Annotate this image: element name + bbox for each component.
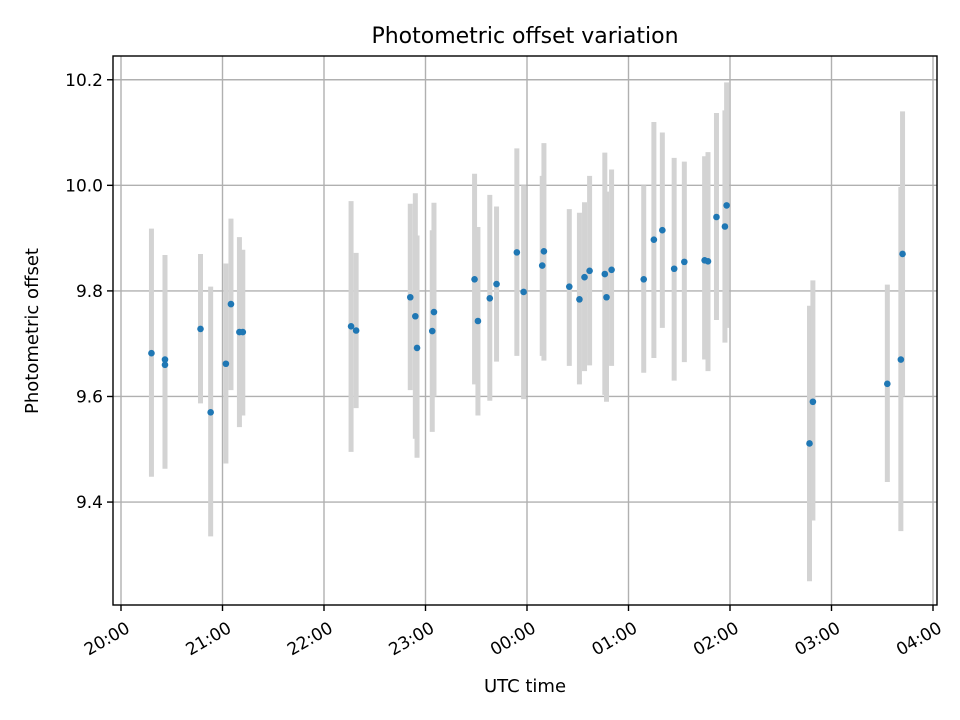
data-point	[412, 312, 419, 320]
data-point	[897, 356, 905, 363]
chart-title: Photometric offset variation	[371, 24, 678, 49]
data-point	[713, 213, 720, 221]
data-point	[586, 267, 593, 275]
data-point	[352, 327, 360, 334]
data-point	[207, 409, 214, 416]
data-point	[601, 270, 609, 278]
data-point	[581, 273, 588, 281]
x-tick-label: 21:00	[183, 618, 235, 660]
data-point	[659, 226, 666, 234]
data-point	[493, 280, 500, 288]
data-point	[428, 327, 436, 335]
data-point	[650, 236, 658, 244]
y-tick-label: 9.8	[76, 282, 103, 302]
y-tick-label: 9.4	[76, 493, 103, 513]
data-point	[723, 202, 730, 209]
data-point	[565, 283, 573, 290]
data-point	[899, 250, 906, 258]
data-point	[161, 361, 169, 369]
data-point	[197, 325, 204, 333]
data-point	[809, 398, 817, 406]
data-point	[239, 328, 247, 336]
x-tick-label: 23:00	[386, 618, 438, 660]
data-point	[474, 317, 482, 325]
x-tick-label: 04:00	[893, 618, 945, 660]
data-point	[227, 300, 235, 308]
data-point	[704, 258, 712, 265]
data-point	[721, 223, 729, 230]
plot-frame	[112, 55, 938, 606]
y-axis-label: Photometric offset	[22, 248, 43, 414]
x-tick-label: 20:00	[81, 618, 133, 660]
x-tick-label: 00:00	[487, 618, 539, 660]
x-tick-label: 22:00	[284, 618, 336, 660]
data-point	[148, 349, 155, 357]
data-point	[486, 294, 494, 302]
data-points	[148, 202, 906, 447]
data-point	[471, 275, 478, 283]
data-point	[681, 258, 688, 266]
data-point	[540, 248, 548, 255]
data-point	[520, 288, 527, 296]
x-tick-label: 03:00	[792, 618, 844, 660]
data-point	[884, 380, 891, 388]
data-point	[430, 308, 438, 316]
data-point	[806, 440, 813, 447]
x-axis-label: UTC time	[484, 676, 566, 697]
y-axis-ticks: 9.4 9.6 9.8 10.0 10.2	[65, 71, 113, 513]
y-tick-label: 9.6	[76, 387, 103, 407]
data-point	[413, 344, 421, 352]
y-tick-label: 10.2	[65, 71, 103, 91]
data-point	[670, 265, 678, 273]
data-point	[640, 275, 648, 283]
data-point	[513, 249, 521, 256]
x-axis-ticks: 20:00 21:00 22:00 23:00 00:00 01:00 02:00 03:00…	[81, 605, 946, 660]
data-point	[347, 322, 355, 330]
y-tick-label: 10.0	[65, 176, 103, 196]
data-point	[406, 293, 414, 301]
data-point	[161, 356, 169, 363]
data-point	[538, 262, 546, 269]
data-point	[603, 293, 610, 301]
data-point	[222, 360, 230, 368]
x-tick-label: 01:00	[589, 618, 641, 660]
data-point	[608, 266, 615, 274]
x-tick-label: 02:00	[690, 618, 742, 660]
data-point	[576, 296, 583, 303]
